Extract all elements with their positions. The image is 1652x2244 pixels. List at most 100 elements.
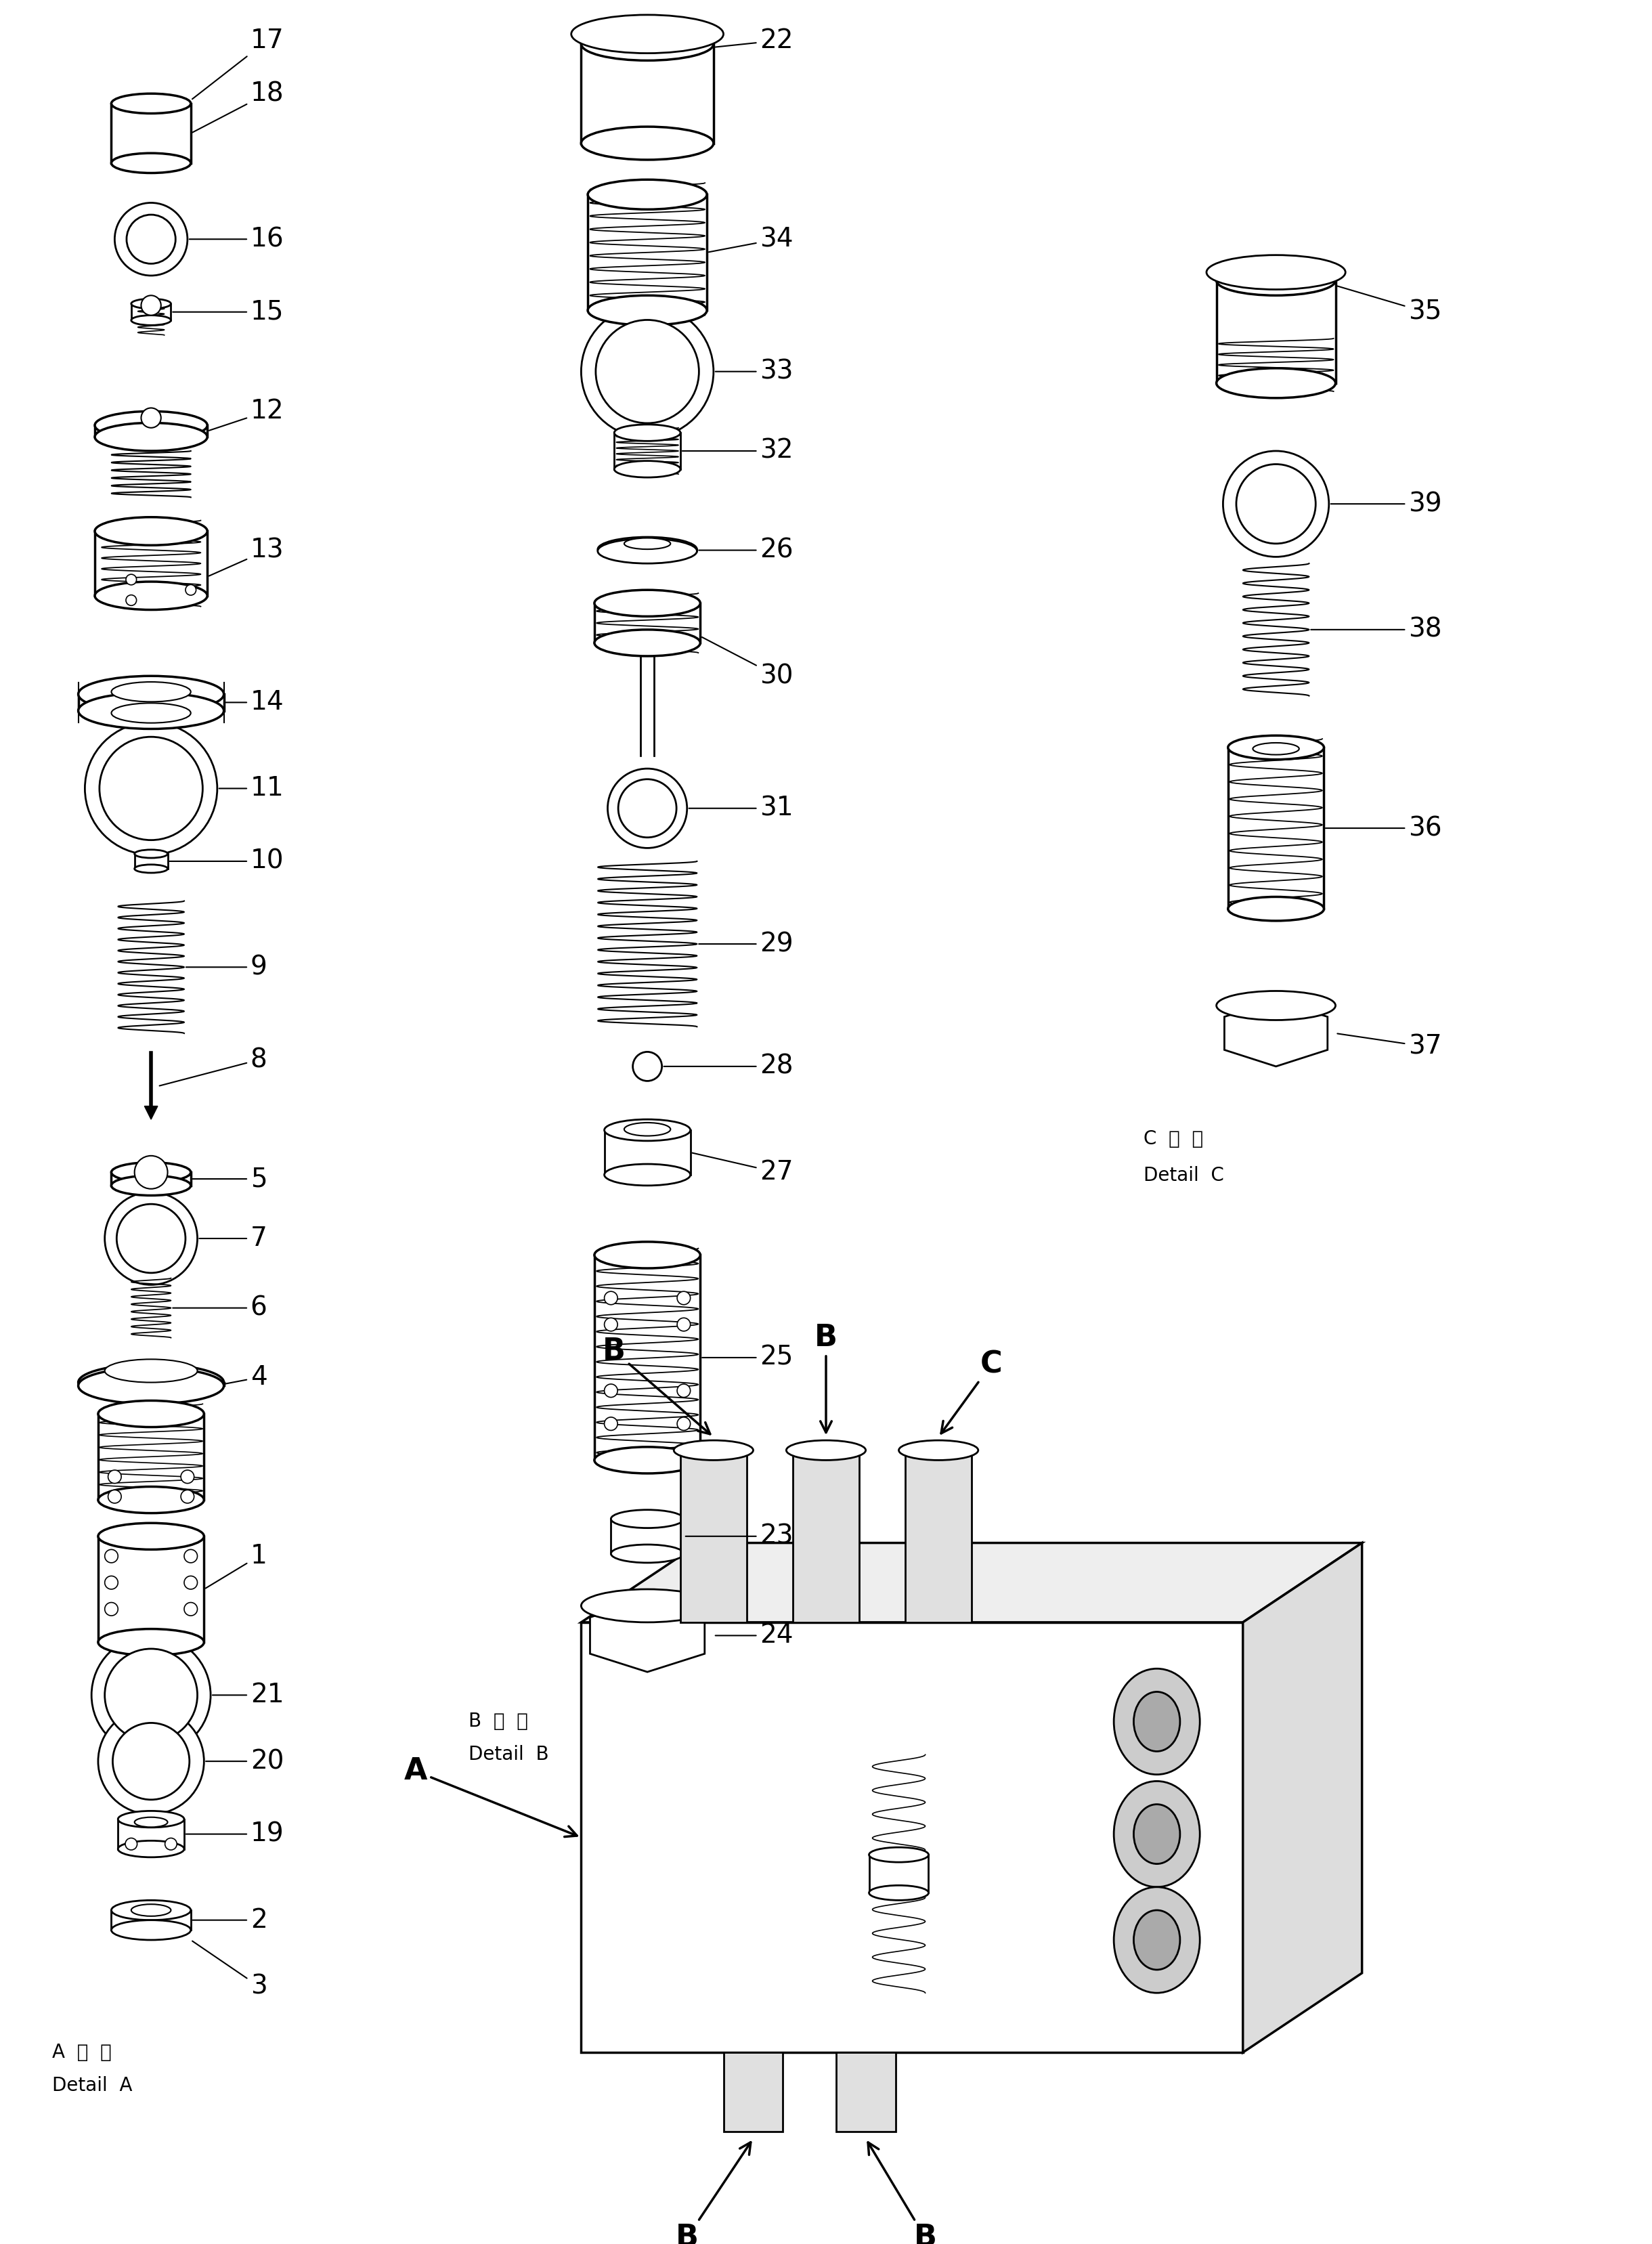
Ellipse shape xyxy=(78,693,225,729)
Ellipse shape xyxy=(134,850,167,857)
Text: 17: 17 xyxy=(192,27,284,99)
Circle shape xyxy=(104,1192,197,1286)
Text: 22: 22 xyxy=(715,27,793,54)
Bar xyxy=(94,426,206,438)
Bar xyxy=(582,45,714,144)
Circle shape xyxy=(1236,465,1315,543)
Circle shape xyxy=(605,1385,618,1398)
Text: 21: 21 xyxy=(213,1683,284,1708)
Circle shape xyxy=(677,1418,691,1429)
Ellipse shape xyxy=(117,1840,183,1858)
Bar xyxy=(905,1450,971,1622)
Circle shape xyxy=(91,1636,210,1755)
Polygon shape xyxy=(1242,1544,1361,2053)
Text: 10: 10 xyxy=(170,848,284,875)
Ellipse shape xyxy=(595,1447,700,1474)
Circle shape xyxy=(596,321,699,424)
Ellipse shape xyxy=(97,1486,203,1512)
Ellipse shape xyxy=(104,1360,197,1382)
Ellipse shape xyxy=(595,631,700,655)
Bar xyxy=(111,1910,190,1930)
Circle shape xyxy=(608,770,687,848)
Ellipse shape xyxy=(615,424,681,442)
Ellipse shape xyxy=(786,1441,866,1461)
Ellipse shape xyxy=(134,1818,167,1827)
Ellipse shape xyxy=(97,1524,203,1551)
Ellipse shape xyxy=(78,675,225,711)
Ellipse shape xyxy=(111,682,190,702)
Circle shape xyxy=(183,1575,197,1589)
Bar xyxy=(582,1622,1242,2053)
Ellipse shape xyxy=(1113,1887,1199,1993)
Ellipse shape xyxy=(111,702,190,723)
Text: 30: 30 xyxy=(702,637,793,689)
Circle shape xyxy=(104,1602,117,1616)
Text: 32: 32 xyxy=(682,438,793,465)
Text: 12: 12 xyxy=(210,399,284,431)
Text: 27: 27 xyxy=(692,1153,793,1185)
Text: 19: 19 xyxy=(187,1822,284,1847)
Bar xyxy=(869,1856,928,1892)
Ellipse shape xyxy=(1206,256,1345,289)
Circle shape xyxy=(104,1551,117,1562)
Ellipse shape xyxy=(605,1165,691,1185)
Polygon shape xyxy=(582,1544,1361,1622)
Circle shape xyxy=(180,1490,193,1503)
Ellipse shape xyxy=(674,1441,753,1461)
Text: 37: 37 xyxy=(1338,1034,1442,1059)
Ellipse shape xyxy=(94,411,206,440)
Ellipse shape xyxy=(1252,743,1298,754)
Text: C  詳  細: C 詳 細 xyxy=(1143,1129,1203,1149)
Bar xyxy=(588,195,707,310)
Text: 34: 34 xyxy=(709,227,793,251)
Circle shape xyxy=(104,1575,117,1589)
Circle shape xyxy=(99,736,203,839)
Text: B: B xyxy=(814,1324,838,1432)
Bar xyxy=(836,2053,895,2132)
Text: 24: 24 xyxy=(715,1622,793,1649)
Ellipse shape xyxy=(1113,1670,1199,1775)
Text: 5: 5 xyxy=(193,1167,268,1192)
Bar xyxy=(681,1450,747,1622)
Bar xyxy=(111,103,190,164)
Circle shape xyxy=(127,215,175,263)
Ellipse shape xyxy=(1216,265,1335,296)
Bar xyxy=(1216,280,1335,384)
Bar xyxy=(793,1450,859,1622)
Circle shape xyxy=(107,1490,121,1503)
Text: 29: 29 xyxy=(699,931,793,956)
Text: 1: 1 xyxy=(205,1544,268,1589)
Circle shape xyxy=(1222,451,1328,557)
Text: 9: 9 xyxy=(187,954,268,981)
Circle shape xyxy=(126,574,137,586)
Ellipse shape xyxy=(1216,992,1335,1021)
Text: B  詳  細: B 詳 細 xyxy=(469,1712,529,1730)
Ellipse shape xyxy=(615,460,681,478)
Ellipse shape xyxy=(78,1364,225,1400)
Text: B: B xyxy=(676,2143,750,2244)
Ellipse shape xyxy=(605,1120,691,1140)
Text: Detail  B: Detail B xyxy=(469,1746,548,1764)
Bar xyxy=(605,1131,691,1176)
Text: 26: 26 xyxy=(699,536,793,563)
Text: 31: 31 xyxy=(689,794,793,821)
Polygon shape xyxy=(144,1106,157,1120)
Ellipse shape xyxy=(899,1441,978,1461)
Circle shape xyxy=(183,1551,197,1562)
Ellipse shape xyxy=(111,1176,190,1196)
Text: C: C xyxy=(942,1349,1003,1434)
Text: 39: 39 xyxy=(1332,491,1442,516)
Circle shape xyxy=(605,1418,618,1429)
Circle shape xyxy=(605,1317,618,1331)
Circle shape xyxy=(582,305,714,438)
Circle shape xyxy=(104,1649,197,1741)
Polygon shape xyxy=(1224,1001,1328,1066)
Circle shape xyxy=(126,1838,137,1849)
Circle shape xyxy=(107,1470,121,1483)
Circle shape xyxy=(677,1290,691,1304)
Circle shape xyxy=(183,1602,197,1616)
Ellipse shape xyxy=(1133,1804,1180,1865)
Ellipse shape xyxy=(1227,898,1323,920)
Text: B: B xyxy=(603,1337,710,1434)
Ellipse shape xyxy=(94,516,206,545)
